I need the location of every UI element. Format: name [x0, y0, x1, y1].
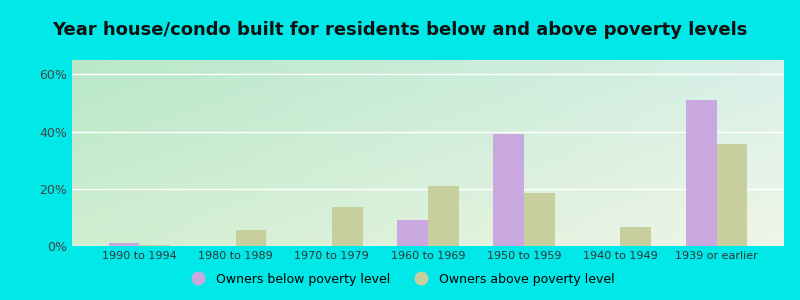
Bar: [717, 144, 747, 246]
Text: Year house/condo built for residents below and above poverty levels: Year house/condo built for residents bel…: [52, 21, 748, 39]
Bar: [398, 220, 428, 246]
Bar: [686, 100, 717, 246]
Bar: [139, 244, 170, 246]
Bar: [428, 186, 458, 246]
Bar: [524, 193, 555, 246]
Legend: Owners below poverty level, Owners above poverty level: Owners below poverty level, Owners above…: [181, 268, 619, 291]
Bar: [494, 134, 524, 246]
Bar: [621, 227, 651, 246]
Bar: [235, 230, 266, 246]
Bar: [109, 243, 139, 246]
Bar: [332, 207, 362, 246]
